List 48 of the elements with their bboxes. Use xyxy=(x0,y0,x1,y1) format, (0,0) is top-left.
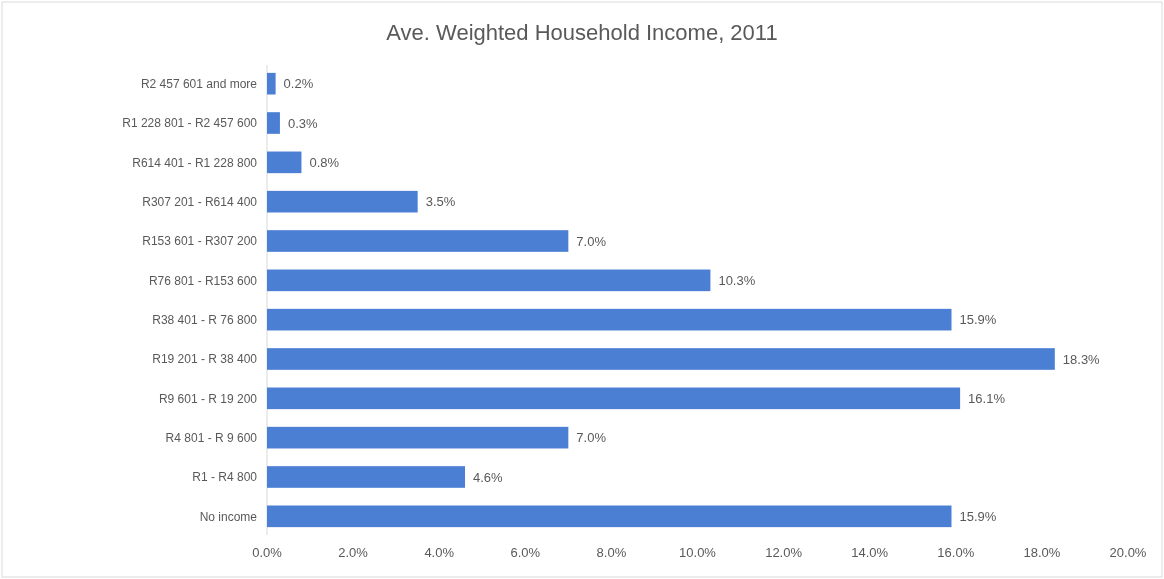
y-tick-label: R614 401 - R1 228 800 xyxy=(132,155,258,170)
x-tick-label: 2.0% xyxy=(338,545,369,560)
y-tick-label: R19 201 - R 38 400 xyxy=(152,352,258,367)
data-label: 16.1% xyxy=(968,390,1006,406)
bar xyxy=(267,151,302,174)
x-tick-label: 14.0% xyxy=(851,545,889,560)
x-tick-label: 20.0% xyxy=(1109,545,1147,560)
data-label: 15.9% xyxy=(959,508,997,524)
data-label: 0.2% xyxy=(283,76,314,92)
bar xyxy=(267,72,276,95)
data-label: 0.8% xyxy=(309,154,340,170)
bar xyxy=(267,348,1055,370)
y-tick-label: R1 - R4 800 xyxy=(192,470,258,485)
data-label: 0.3% xyxy=(287,115,318,131)
data-label: 3.5% xyxy=(425,194,456,210)
bar xyxy=(267,505,952,528)
data-label: 7.0% xyxy=(576,430,607,446)
data-label: 18.3% xyxy=(1062,351,1101,367)
data-label: 15.9% xyxy=(959,312,997,328)
x-tick-label: 6.0% xyxy=(510,545,541,560)
bar xyxy=(267,112,280,134)
bar xyxy=(267,426,569,449)
y-tick-label: R76 801 - R153 600 xyxy=(148,273,258,288)
data-label: 7.0% xyxy=(576,233,607,249)
y-tick-label: R307 201 - R614 400 xyxy=(142,194,258,209)
data-label: 10.3% xyxy=(718,272,756,288)
x-tick-label: 0.0% xyxy=(252,545,283,560)
y-tick-label: R1 228 801 - R2 457 600 xyxy=(122,116,258,131)
bar xyxy=(267,308,952,331)
y-tick-label: R9 601 - R 19 200 xyxy=(158,391,258,406)
x-tick-label: 18.0% xyxy=(1023,545,1061,560)
x-tick-label: 16.0% xyxy=(937,545,975,560)
x-tick-label: 10.0% xyxy=(679,545,717,560)
data-label: 4.6% xyxy=(473,469,504,485)
bar xyxy=(267,269,711,292)
bar xyxy=(267,387,961,410)
x-tick-label: 4.0% xyxy=(424,545,455,560)
chart-title: Ave. Weighted Household Income, 2011 xyxy=(386,20,778,45)
y-tick-label: R153 601 - R307 200 xyxy=(142,234,258,249)
y-tick-label: R38 401 - R 76 800 xyxy=(152,312,258,327)
y-tick-label: R2 457 601 and more xyxy=(140,76,258,91)
bar xyxy=(267,466,466,488)
bar xyxy=(267,230,569,252)
x-tick-label: 12.0% xyxy=(765,545,803,560)
x-tick-label: 8.0% xyxy=(596,545,627,560)
bar xyxy=(267,190,418,213)
y-tick-label: R4 801 - R 9 600 xyxy=(165,430,258,445)
y-tick-label: No income xyxy=(199,509,258,524)
